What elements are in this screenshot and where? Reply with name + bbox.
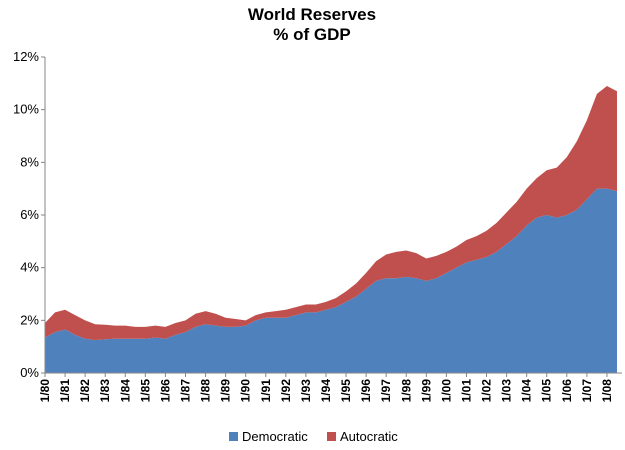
y-tick-label: 8%	[20, 154, 39, 169]
x-tick-label: 1/02	[480, 379, 494, 403]
y-tick-label: 12%	[13, 49, 39, 64]
y-tick-label: 0%	[20, 365, 39, 380]
x-tick-label: 1/03	[500, 379, 514, 403]
x-tick-label: 1/07	[580, 379, 594, 403]
x-tick-label: 1/91	[259, 379, 273, 403]
x-tick-label: 1/06	[560, 379, 574, 403]
y-tick-label: 6%	[20, 207, 39, 222]
x-tick-label: 1/05	[540, 379, 554, 403]
x-tick-label: 1/95	[339, 379, 353, 403]
x-tick-label: 1/94	[319, 379, 333, 403]
x-tick-label: 1/90	[239, 379, 253, 403]
legend: Democratic Autocratic	[229, 429, 398, 444]
x-tick-label: 1/82	[78, 379, 92, 403]
x-tick-label: 1/93	[299, 379, 313, 403]
x-tick-label: 1/01	[459, 379, 473, 403]
x-tick-label: 1/84	[118, 379, 132, 403]
chart-subtitle: % of GDP	[273, 25, 350, 44]
x-tick-label: 1/04	[520, 379, 534, 403]
x-tick-label: 1/81	[58, 379, 72, 403]
x-tick-label: 1/86	[158, 379, 172, 403]
x-tick-label: 1/83	[98, 379, 112, 403]
legend-label-democratic: Democratic	[242, 429, 308, 444]
y-tick-label: 4%	[20, 260, 39, 275]
legend-label-autocratic: Autocratic	[340, 429, 398, 444]
x-tick-label: 1/88	[199, 379, 213, 403]
area-democratic	[45, 188, 617, 373]
x-tick-label: 1/99	[419, 379, 433, 403]
legend-swatch-autocratic	[327, 432, 336, 441]
x-tick-label: 1/87	[178, 379, 192, 403]
x-axis: 1/80 1/81 1/82 1/83 1/84 1/85 1/86 1/87 1/88 1/89…	[38, 372, 622, 403]
x-tick-label: 1/08	[600, 379, 614, 403]
chart-title: World Reserves	[248, 5, 376, 24]
y-tick-label: 10%	[13, 102, 39, 117]
plot-areas	[45, 85, 617, 373]
legend-swatch-democratic	[229, 432, 238, 441]
x-tick-label: 1/89	[219, 379, 233, 403]
x-tick-label: 1/92	[279, 379, 293, 403]
x-tick-label: 1/97	[379, 379, 393, 403]
x-tick-label: 1/85	[138, 379, 152, 403]
x-tick-label: 1/98	[399, 379, 413, 403]
x-tick-label: 1/80	[38, 379, 52, 403]
x-tick-label: 1/96	[359, 379, 373, 403]
y-tick-label: 2%	[20, 312, 39, 327]
x-tick-label: 1/00	[439, 379, 453, 403]
y-axis: 0% 2% 4% 6% 8% 10% 12%	[13, 49, 46, 380]
